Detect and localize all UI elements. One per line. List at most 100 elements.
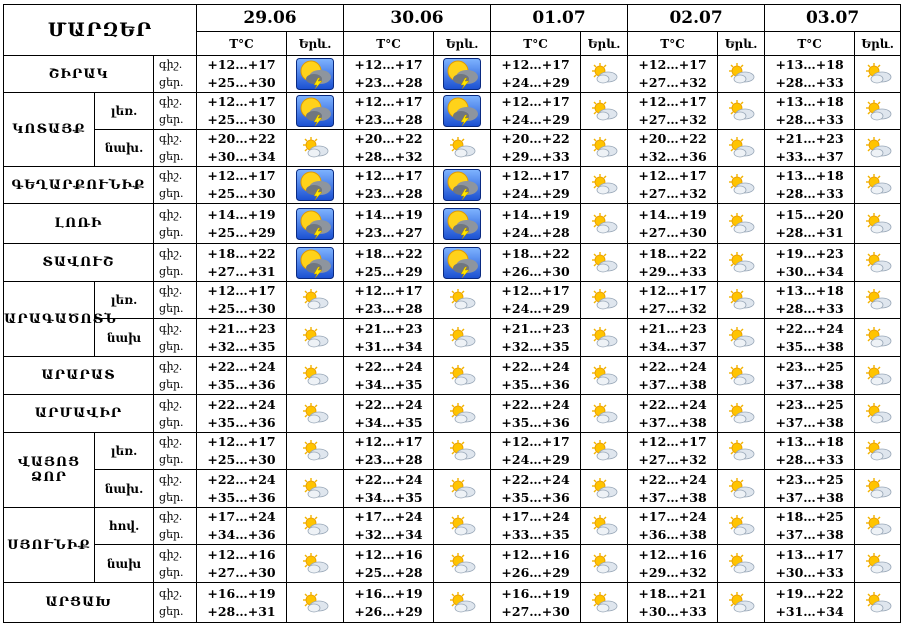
day-temp: +25…+30 xyxy=(207,452,276,467)
night-label: գիշ. xyxy=(159,359,183,373)
sunny-cloud-icon xyxy=(433,469,492,508)
day-temp: +24…+29 xyxy=(501,452,570,467)
temperature-cell: +13…+17 +30…+33 xyxy=(764,544,856,583)
temperature-cell: +19…+22 +31…+34 xyxy=(764,582,856,623)
night-temp: +22…+24 xyxy=(501,471,570,487)
day-temp: +24…+29 xyxy=(501,301,570,316)
temp-header: T°C xyxy=(343,31,435,56)
partly-cloudy-icon xyxy=(717,394,766,433)
day-label: ցեր. xyxy=(159,528,184,541)
night-temp: +21…+23 xyxy=(207,320,276,336)
night-temp: +22…+24 xyxy=(638,396,707,412)
storm-icon xyxy=(433,92,492,130)
temperature-cell: +22…+24 +37…+38 xyxy=(627,394,719,433)
temperature-cell: +23…+25 +37…+38 xyxy=(764,469,856,508)
weather-header: Երև. xyxy=(285,31,345,56)
partly-cloudy-icon xyxy=(433,582,492,623)
period-labels: գիշ. ցեր. xyxy=(153,582,197,623)
partly-cloudy-icon xyxy=(580,318,629,357)
period-labels: գիշ. ցեր. xyxy=(153,394,197,433)
night-temp: +21…+23 xyxy=(775,131,844,146)
partly-cloudy-icon xyxy=(580,394,629,433)
partly-cloudy-icon xyxy=(717,582,766,623)
day-temp: +23…+28 xyxy=(354,301,423,316)
day-label: ցեր. xyxy=(159,302,184,315)
date-header: 01.07 xyxy=(490,4,629,32)
day-temp: +32…+34 xyxy=(354,527,423,542)
night-temp: +12…+17 xyxy=(354,94,423,109)
night-temp: +12…+17 xyxy=(501,283,570,298)
temperature-cell: +12…+17 +23…+28 xyxy=(343,432,435,470)
temperature-cell: +22…+24 +35…+36 xyxy=(196,356,287,395)
day-temp: +23…+28 xyxy=(354,75,423,90)
night-temp: +20…+22 xyxy=(501,131,570,146)
temperature-cell: +17…+24 +36…+38 xyxy=(627,507,719,545)
day-temp: +25…+29 xyxy=(207,224,276,240)
partly-cloudy-icon xyxy=(285,356,345,395)
day-temp: +28…+31 xyxy=(207,603,276,619)
night-temp: +14…+19 xyxy=(638,206,707,222)
day-temp: +33…+35 xyxy=(501,527,570,542)
day-temp: +32…+35 xyxy=(207,338,276,354)
day-temp: +23…+28 xyxy=(354,112,423,127)
night-temp: +12…+17 xyxy=(207,283,276,298)
day-temp: +27…+32 xyxy=(638,301,707,316)
partly-cloudy-icon xyxy=(580,166,629,204)
day-temp: +31…+34 xyxy=(775,603,844,619)
partly-cloudy-icon xyxy=(580,281,629,319)
partly-cloudy-icon xyxy=(580,55,629,93)
sunny-cloud-icon xyxy=(285,432,345,470)
temperature-cell: +18…+22 +29…+33 xyxy=(627,243,719,282)
partly-cloudy-icon xyxy=(433,318,492,357)
partly-cloudy-icon xyxy=(717,356,766,395)
day-temp: +37…+38 xyxy=(775,489,844,505)
storm-icon xyxy=(433,203,492,244)
table-row: նախ գիշ. ցեր. +12…+16 +27…+30 +12…+16 +25…+28 +… xyxy=(4,544,902,583)
night-temp: +18…+22 xyxy=(354,245,423,261)
region-name: ՏԱՎՈՒՇ xyxy=(3,243,154,282)
night-temp: +18…+22 xyxy=(638,245,707,261)
day-temp: +35…+36 xyxy=(207,414,276,430)
partly-cloudy-icon xyxy=(433,356,492,395)
temperature-cell: +20…+22 +32…+36 xyxy=(627,129,719,167)
day-temp: +34…+37 xyxy=(638,338,707,354)
night-label: գիշ. xyxy=(159,586,183,600)
partly-cloudy-icon xyxy=(285,507,345,545)
temperature-cell: +12…+17 +23…+28 xyxy=(343,55,435,93)
period-labels: գիշ. ցեր. xyxy=(153,166,197,204)
table-row: ԱՐԱՐԱՏ գիշ. ցեր. +22…+24 +35…+36 +22…+24 +34…+… xyxy=(3,356,902,395)
temperature-cell: +17…+24 +32…+34 xyxy=(343,507,435,545)
night-temp: +13…+18 xyxy=(775,283,844,298)
temp-header: T°C xyxy=(627,31,719,56)
period-labels: գիշ. ցեր. xyxy=(153,356,197,395)
sunny-cloud-icon xyxy=(580,469,629,508)
day-temp: +25…+30 xyxy=(207,186,276,201)
partly-cloudy-icon xyxy=(580,129,629,167)
temperature-cell: +13…+18 +28…+33 xyxy=(764,432,856,470)
night-temp: +17…+24 xyxy=(354,509,423,524)
day-label: ցեր. xyxy=(159,453,184,466)
night-label: գիշ. xyxy=(159,246,183,260)
table-row: նախ. գիշ. ցեր. +22…+24 +35…+36 +22…+24 +34…+35… xyxy=(4,469,902,508)
table-row: ՍՅՈՒՆԻՔ հով. գիշ. ցեր. +17…+24 +34…+36 +17…+24… xyxy=(3,507,902,583)
day-temp: +32…+35 xyxy=(501,338,570,354)
partly-cloudy-icon xyxy=(580,356,629,395)
night-temp: +22…+24 xyxy=(638,471,707,487)
partly-cloudy-icon xyxy=(854,507,902,545)
temperature-cell: +22…+24 +37…+38 xyxy=(627,469,719,508)
temperature-cell: +13…+18 +28…+33 xyxy=(764,55,856,93)
period-labels: գիշ. ցեր. xyxy=(153,92,197,130)
partly-cloudy-icon xyxy=(854,203,902,244)
temperature-cell: +21…+23 +33…+37 xyxy=(764,129,856,167)
night-temp: +17…+24 xyxy=(638,509,707,524)
day-temp: +29…+33 xyxy=(501,149,570,164)
temperature-cell: +14…+19 +27…+30 xyxy=(627,203,719,244)
night-temp: +22…+24 xyxy=(207,396,276,412)
partly-cloudy-icon xyxy=(854,166,902,204)
date-header: 30.06 xyxy=(343,4,492,32)
day-temp: +37…+38 xyxy=(638,414,707,430)
day-temp: +24…+29 xyxy=(501,112,570,127)
day-label: ցեր. xyxy=(159,264,184,278)
night-temp: +12…+17 xyxy=(501,168,570,183)
storm-icon xyxy=(285,55,345,93)
